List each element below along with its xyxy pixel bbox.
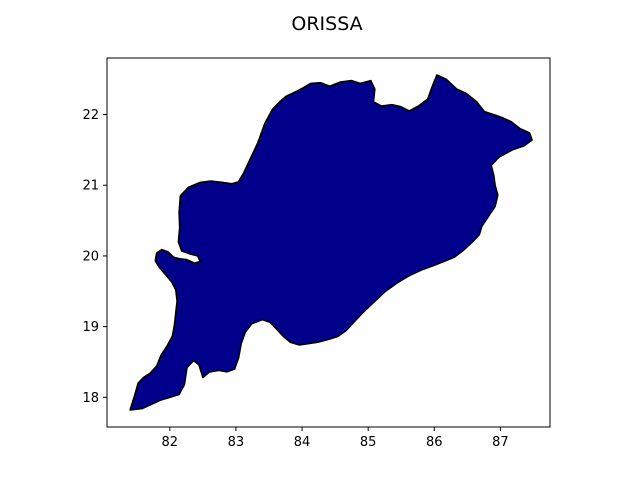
y-tick-label: 21 <box>82 179 99 194</box>
y-tick-label: 18 <box>82 391 99 406</box>
x-axis-ticks: 82 83 84 85 86 87 <box>162 427 509 450</box>
x-tick-label: 86 <box>426 435 443 450</box>
y-tick-label: 19 <box>82 320 99 335</box>
x-tick-label: 83 <box>228 435 245 450</box>
y-axis-ticks: 18 19 20 21 22 <box>82 108 107 406</box>
x-tick-label: 84 <box>294 435 311 450</box>
x-tick-label: 85 <box>360 435 377 450</box>
x-tick-label: 82 <box>162 435 179 450</box>
y-tick-label: 20 <box>82 249 99 264</box>
x-tick-label: 87 <box>492 435 509 450</box>
y-tick-label: 22 <box>82 108 99 123</box>
region-layer <box>129 74 533 411</box>
axes-frame <box>106 57 551 428</box>
map-title: ORISSA <box>291 13 362 35</box>
region-orissa <box>129 74 533 411</box>
